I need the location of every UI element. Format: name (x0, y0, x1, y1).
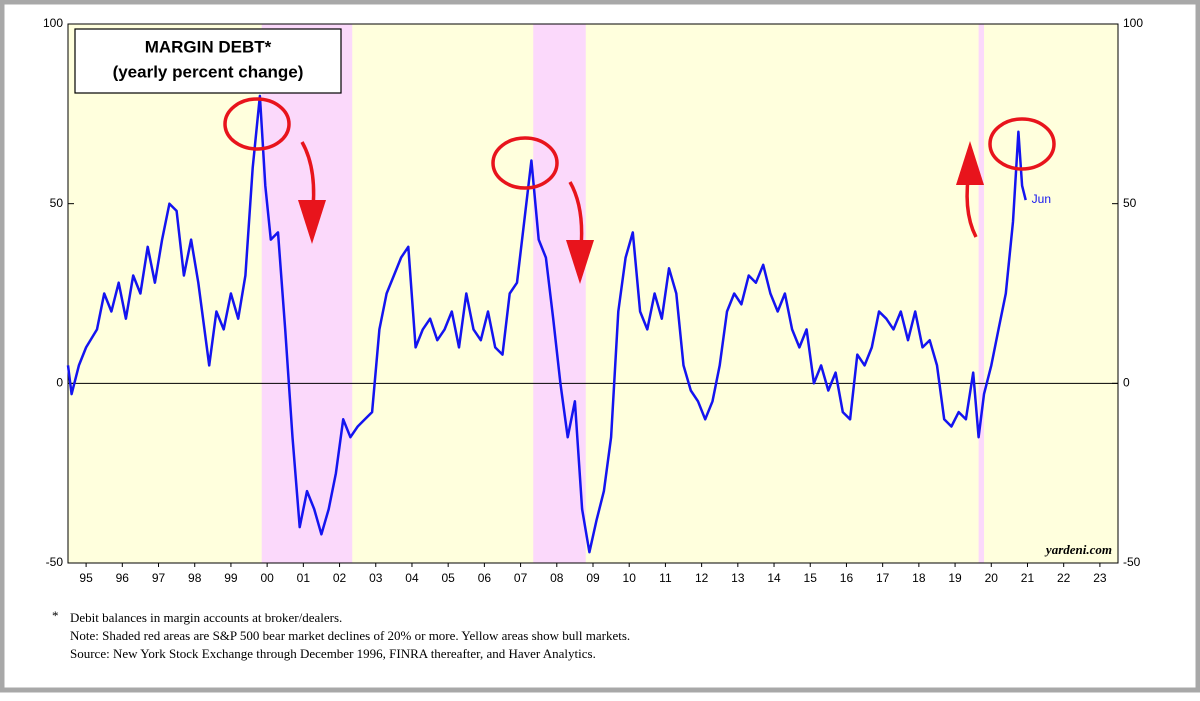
x-tick-label: 14 (767, 571, 781, 585)
x-tick-label: 10 (623, 571, 637, 585)
x-tick-label: 18 (912, 571, 926, 585)
x-tick-label: 06 (478, 571, 492, 585)
x-tick-label: 04 (405, 571, 419, 585)
y-tick-label: -50 (46, 555, 64, 569)
y-tick-label: 50 (50, 196, 64, 210)
watermark: yardeni.com (1044, 542, 1112, 557)
x-tick-label: 20 (985, 571, 999, 585)
peak-circle (988, 117, 1056, 171)
footnote-marker: * (52, 608, 59, 623)
title-box (74, 28, 342, 94)
y-tick-label: 100 (43, 16, 63, 30)
bull-market-area (68, 24, 1118, 563)
y2-tick-label: 0 (1123, 376, 1130, 390)
chart-title: MARGIN DEBT* (145, 37, 272, 56)
x-tick-label: 11 (659, 571, 672, 585)
x-tick-label: 07 (514, 571, 528, 585)
x-tick-label: 15 (804, 571, 818, 585)
bear-market-area (533, 24, 586, 563)
plot-background (67, 23, 1119, 564)
x-tick-label: 12 (695, 571, 709, 585)
footnote: Debit balances in margin accounts at bro… (70, 610, 342, 625)
y2-tick-label: -50 (1123, 555, 1141, 569)
peak-circle (491, 136, 559, 190)
x-tick-label: 05 (441, 571, 455, 585)
footnote: Source: New York Stock Exchange through … (70, 646, 596, 661)
x-tick-label: 97 (152, 571, 166, 585)
x-tick-label: 08 (550, 571, 564, 585)
x-tick-label: 03 (369, 571, 383, 585)
y-tick-label: 0 (56, 376, 63, 390)
x-tick-label: 19 (948, 571, 962, 585)
arrow-heads (298, 141, 984, 284)
x-tick-label: 17 (876, 571, 890, 585)
arrow-head (566, 240, 594, 284)
end-label: Jun (1032, 192, 1051, 206)
x-tick-label: 13 (731, 571, 745, 585)
chart-subtitle: (yearly percent change) (113, 62, 304, 81)
x-tick-label: 01 (297, 571, 311, 585)
y2-tick-label: 50 (1123, 196, 1137, 210)
x-tick-label: 22 (1057, 571, 1071, 585)
footnote: Note: Shaded red areas are S&P 500 bear … (70, 628, 630, 643)
peak-circle (223, 97, 291, 151)
x-tick-label: 16 (840, 571, 854, 585)
arrow-head (298, 200, 326, 244)
y2-tick-label: 100 (1123, 16, 1143, 30)
x-tick-label: 96 (116, 571, 130, 585)
x-tick-label: 21 (1021, 571, 1035, 585)
x-tick-label: 09 (586, 571, 600, 585)
series-line (66, 94, 1027, 554)
x-tick-label: 98 (188, 571, 202, 585)
x-tick-label: 95 (79, 571, 93, 585)
arrow-head (956, 141, 984, 185)
bear-market-area (978, 24, 985, 563)
x-tick-label: 23 (1093, 571, 1107, 585)
x-tick-label: 02 (333, 571, 347, 585)
x-tick-label: 00 (260, 571, 274, 585)
x-tick-label: 99 (224, 571, 238, 585)
